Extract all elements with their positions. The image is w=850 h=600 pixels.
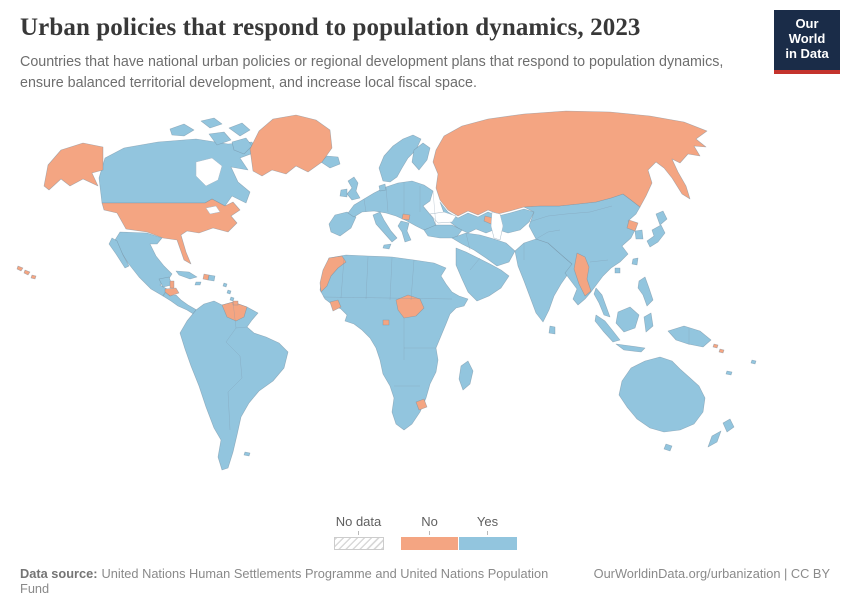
country-new-guinea[interactable] <box>667 325 712 348</box>
country-hawaii[interactable] <box>16 265 37 280</box>
legend-item-no: No <box>400 514 459 550</box>
legend-swatch-no-data[interactable] <box>333 537 384 550</box>
legend-binary-bar: No Yes <box>400 514 517 550</box>
country-japan-hokkaido[interactable] <box>655 210 668 226</box>
country-arabian-peninsula[interactable] <box>455 247 510 302</box>
country-sumatra[interactable] <box>594 314 621 343</box>
country-new-zealand-south[interactable] <box>707 430 722 448</box>
legend-swatch-no[interactable] <box>400 537 459 550</box>
country-border-lines <box>225 182 690 431</box>
country-fiji[interactable] <box>750 359 757 365</box>
legend-label-no-data: No data <box>335 514 382 529</box>
legend-tick <box>487 531 488 535</box>
country-italy[interactable] <box>372 211 398 243</box>
country-turkey[interactable] <box>423 224 463 239</box>
country-central-america[interactable] <box>162 291 200 316</box>
legend-item-no-data: No data <box>333 514 384 550</box>
country-iran-levant[interactable] <box>451 232 516 267</box>
country-canada[interactable] <box>98 138 257 207</box>
country-north-macedonia[interactable] <box>401 213 411 221</box>
country-haiti[interactable] <box>202 273 210 281</box>
legend-label-no: No <box>421 514 438 529</box>
country-new-zealand-north[interactable] <box>722 418 735 433</box>
country-cuba[interactable] <box>175 270 198 280</box>
country-arctic-island-4[interactable] <box>208 131 232 146</box>
country-south-america[interactable] <box>179 300 289 471</box>
country-australia[interactable] <box>618 356 706 433</box>
chart-subtitle: Countries that have national urban polic… <box>20 54 724 91</box>
country-myanmar[interactable] <box>573 252 592 297</box>
country-baffin-island[interactable] <box>231 137 253 155</box>
country-lesser-antilles[interactable] <box>222 282 235 302</box>
owid-logo[interactable]: Our World in Data <box>774 10 840 74</box>
data-source: Data source: United Nations Human Settlem… <box>20 566 580 596</box>
country-sulawesi[interactable] <box>643 312 654 333</box>
owid-logo-box: Our World in Data <box>774 10 840 70</box>
owid-logo-line2: in Data <box>785 45 829 61</box>
country-sri-lanka[interactable] <box>548 325 556 335</box>
hudson-bay <box>195 157 223 187</box>
chart-footer: Data source: United Nations Human Settlem… <box>0 566 850 596</box>
country-north-korea[interactable] <box>626 219 639 232</box>
world-map[interactable] <box>0 105 850 515</box>
country-united-kingdom[interactable] <box>346 176 361 201</box>
country-greece[interactable] <box>397 220 412 243</box>
legend-label-yes: Yes <box>476 514 499 529</box>
country-jamaica[interactable] <box>194 281 202 286</box>
country-denmark[interactable] <box>378 183 387 192</box>
country-alaska[interactable] <box>43 142 104 191</box>
country-solomon-islands[interactable] <box>712 343 725 354</box>
chart-header: Urban policies that respond to populatio… <box>20 14 760 93</box>
data-source-label: Data source: <box>20 566 98 581</box>
country-madagascar[interactable] <box>458 360 474 391</box>
country-united-states[interactable] <box>101 198 241 265</box>
data-source-text: United Nations Human Settlements Program… <box>20 566 549 596</box>
country-falkland-islands[interactable] <box>243 451 251 457</box>
caspian-sea <box>490 211 504 241</box>
page-title: Urban policies that respond to populatio… <box>20 14 641 41</box>
country-baja-california[interactable] <box>108 237 130 269</box>
country-arctic-island-3[interactable] <box>228 122 251 137</box>
owid-logo-line1: Our World <box>788 16 826 46</box>
great-lakes <box>205 205 221 215</box>
map-legend: No data No Yes <box>0 514 850 550</box>
country-equatorial-guinea[interactable] <box>382 319 390 326</box>
country-taiwan[interactable] <box>631 257 639 266</box>
country-scandinavia[interactable] <box>378 134 422 183</box>
country-sicily[interactable] <box>382 243 392 250</box>
country-philippines[interactable] <box>637 276 654 307</box>
country-belize[interactable] <box>169 280 175 289</box>
country-new-caledonia[interactable] <box>725 370 733 376</box>
country-iceland[interactable] <box>320 155 341 169</box>
owid-logo-red-bar <box>774 69 840 74</box>
country-greenland[interactable] <box>249 114 333 177</box>
country-south-korea[interactable] <box>634 229 644 240</box>
country-russia[interactable] <box>432 110 708 217</box>
country-arctic-island-2[interactable] <box>200 117 223 129</box>
credit-link[interactable]: OurWorldinData.org/urbanization | CC BY <box>593 566 830 581</box>
legend-tick <box>429 531 430 535</box>
country-japan-honshu[interactable] <box>646 224 666 248</box>
country-arctic-island-1[interactable] <box>169 123 195 137</box>
country-central-african-republic[interactable] <box>395 294 425 319</box>
country-lesotho[interactable] <box>415 398 428 411</box>
country-iberia[interactable] <box>328 211 357 237</box>
country-honduras[interactable] <box>164 287 180 297</box>
country-trinidad[interactable] <box>232 300 239 306</box>
country-borneo[interactable] <box>615 306 640 333</box>
country-ireland[interactable] <box>339 188 348 198</box>
legend-swatch-yes[interactable] <box>458 537 517 550</box>
country-hainan[interactable] <box>614 267 621 274</box>
country-malay-peninsula[interactable] <box>593 287 611 318</box>
black-sea <box>429 211 457 224</box>
country-java[interactable] <box>615 343 646 353</box>
country-tasmania[interactable] <box>663 443 673 452</box>
country-morocco-western-sahara[interactable] <box>319 255 347 293</box>
country-finland[interactable] <box>411 142 431 171</box>
country-sierra-leone[interactable] <box>329 299 342 312</box>
country-europe-mainland[interactable] <box>347 180 437 231</box>
legend-item-yes: Yes <box>458 514 517 550</box>
legend-tick <box>358 531 359 535</box>
